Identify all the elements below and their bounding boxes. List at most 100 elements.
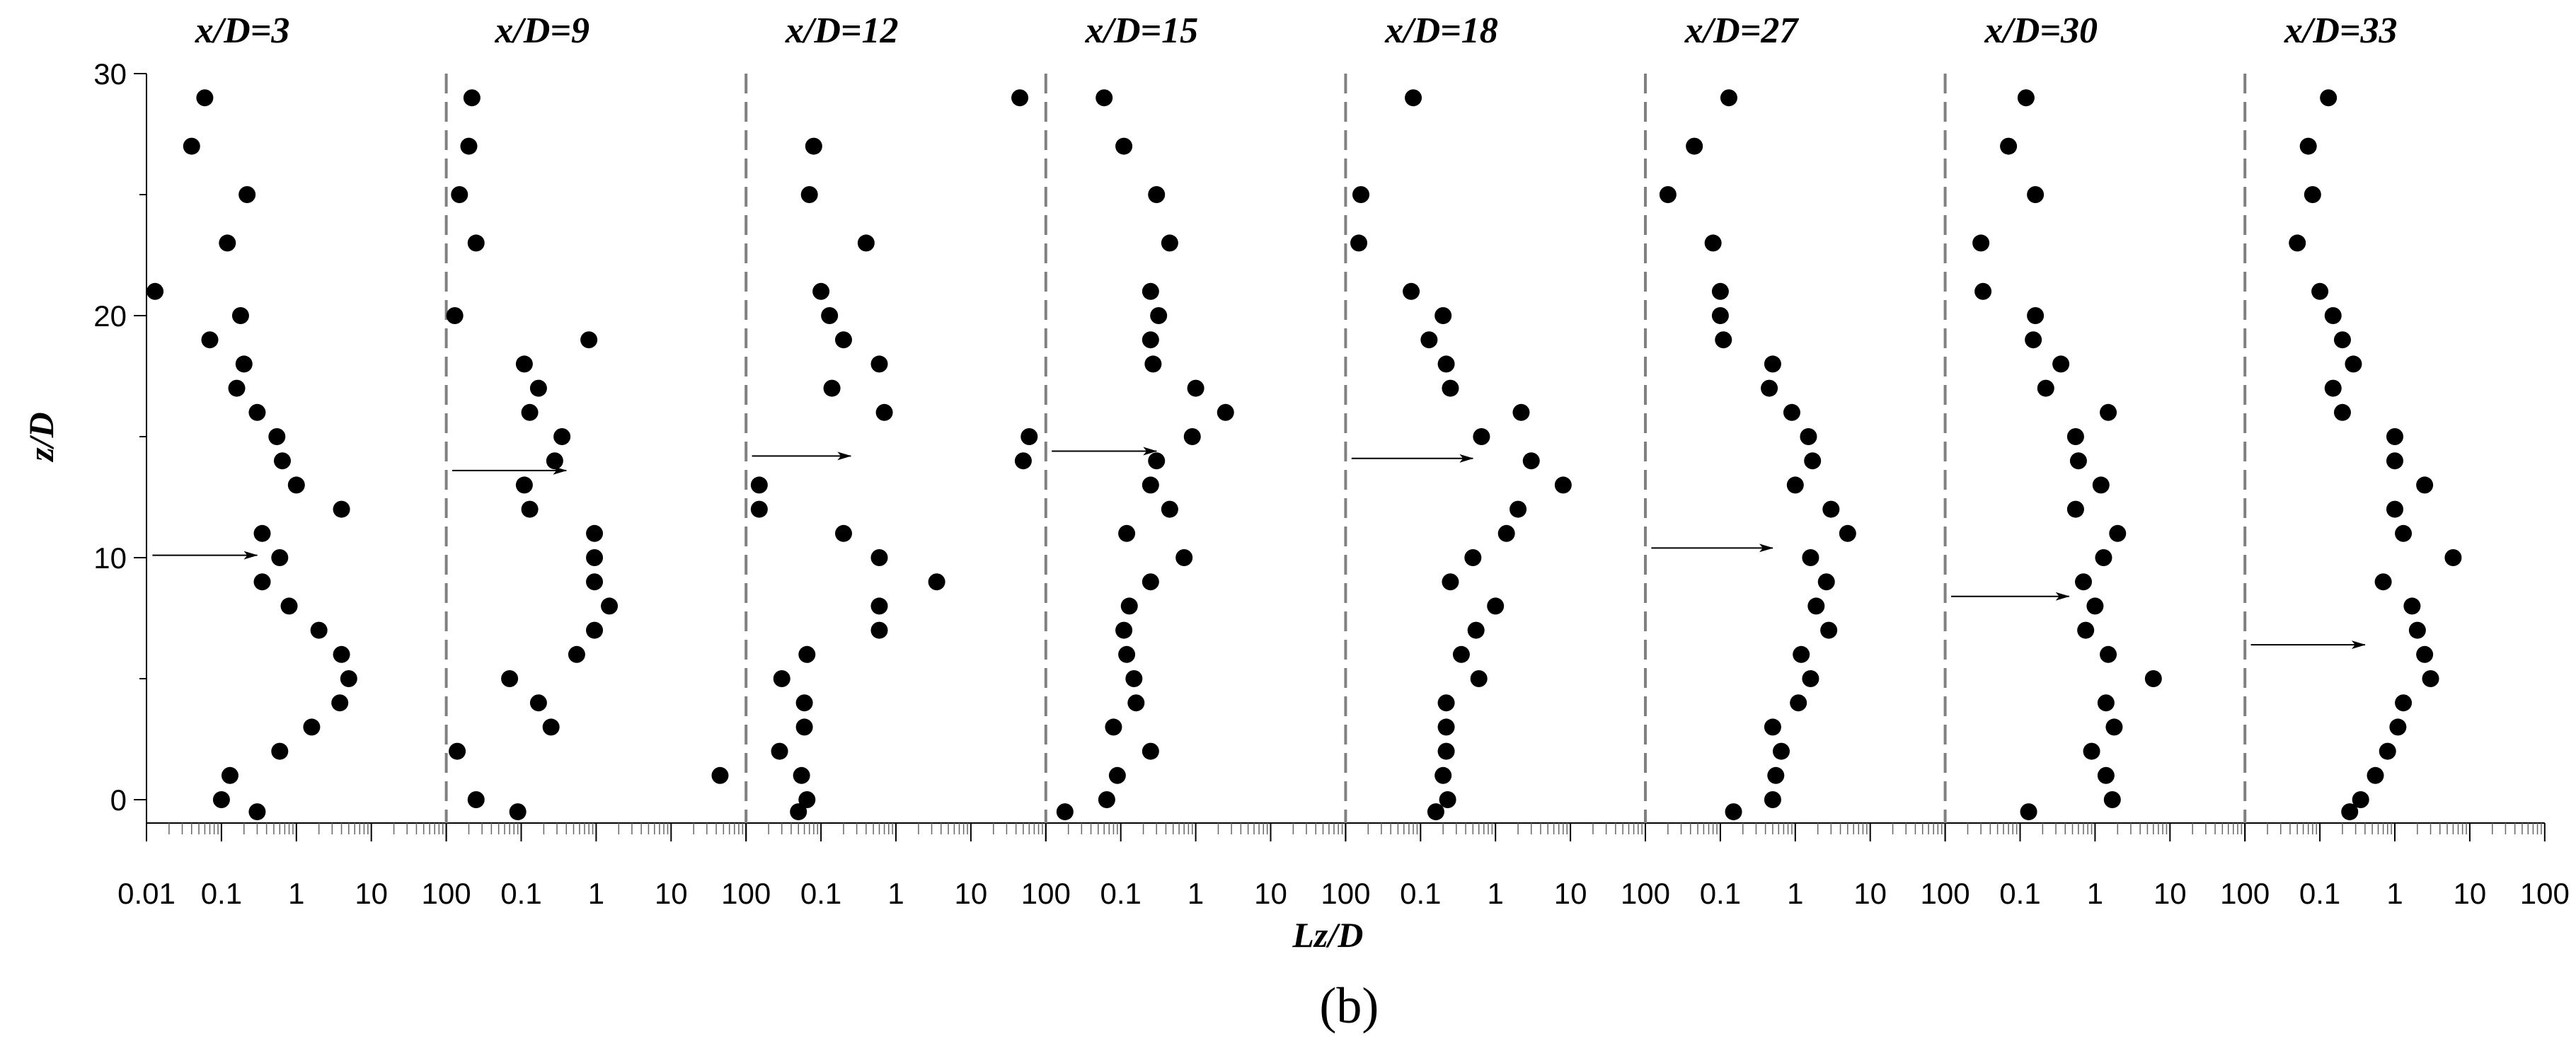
data-point [1715,331,1732,349]
x-tick-label: 0.1 [1400,877,1441,910]
data-point [1056,803,1074,821]
x-tick-label: 10 [2454,877,2487,910]
data-point [1011,89,1029,107]
data-point [1442,573,1459,591]
data-point [1439,791,1456,808]
x-tick-label: 10 [1254,877,1287,910]
data-point [2416,645,2434,663]
y-tick-label: 20 [93,299,127,333]
data-point [798,645,816,663]
data-point [1704,234,1722,252]
data-point [2367,766,2384,784]
data-point [1974,282,1992,300]
data-point [857,234,875,252]
data-point [1802,549,1819,566]
data-point [2299,137,2317,155]
x-tick-label: 10 [1554,877,1587,910]
data-point [1108,766,1126,784]
x-tick-label: 0.1 [500,877,541,910]
data-point [219,234,236,252]
data-point [800,186,818,203]
data-point [2074,573,2092,591]
data-point [1725,803,1742,821]
data-point [928,573,945,591]
x-tick-label: 1 [1787,877,1803,910]
x-tick-label: 0.1 [2299,877,2340,910]
data-point [238,186,256,203]
data-point [1822,500,1840,518]
data-point [1142,331,1159,349]
x-tick-label: 1 [588,877,604,910]
data-point [1786,476,1804,494]
data-point [1554,476,1572,494]
data-point [1452,645,1470,663]
data-point [2345,355,2362,373]
data-point [460,137,478,155]
data-point [2389,718,2407,736]
data-point [834,331,852,349]
data-point [2341,803,2359,821]
data-point [515,355,533,373]
data-point [1800,428,1817,445]
data-point [586,573,604,591]
x-tick-label: 1 [288,877,304,910]
data-point [2052,355,2070,373]
data-point [340,670,357,687]
data-point [2025,331,2042,349]
data-point [1014,452,1032,470]
data-point [1767,766,1785,784]
data-point [1434,307,1452,324]
data-point [1161,500,1178,518]
data-point [1783,403,1800,421]
data-point [1183,428,1201,445]
x-tick-label: 1 [1488,877,1504,910]
data-point [271,549,289,566]
data-point [2103,791,2121,808]
data-point [212,791,230,808]
data-point [586,621,604,639]
data-point [1487,597,1505,615]
x-axis-title: Lz/D [1292,915,1363,955]
data-point [798,791,816,808]
data-point [2320,89,2338,107]
x-tick-label: 0.1 [1999,877,2040,910]
data-point [1761,379,1778,397]
data-point [1437,355,1455,373]
data-point [146,282,164,300]
data-point [248,803,266,821]
x-tick-label: 100 [1921,877,1970,910]
x-tick-label: 1 [887,877,904,910]
x-tick-label: 1 [1188,877,1204,910]
data-point [1120,597,1138,615]
data-point [228,379,246,397]
data-point [1686,137,1703,155]
data-point [1839,524,1856,542]
data-point [2324,379,2342,397]
data-point [2144,670,2162,687]
data-point [1442,379,1459,397]
x-tick-label: 100 [721,877,771,910]
data-point [2109,524,2127,542]
data-point [268,428,286,445]
panel-title: x/D=3 [195,11,290,51]
data-point [2017,89,2035,107]
data-point [2408,621,2426,639]
data-point [521,500,539,518]
data-point [1118,645,1136,663]
panel-title: x/D=33 [2284,11,2398,51]
data-point [870,549,888,566]
data-point [1467,621,1485,639]
data-point [310,621,328,639]
data-point [2311,282,2329,300]
data-point [805,137,822,155]
data-point [553,428,571,445]
x-tick-label: 100 [2520,877,2570,910]
data-point [1711,307,1729,324]
panel-title: x/D=15 [1085,11,1199,51]
data-point [711,766,729,784]
x-tick-label: 1 [2386,877,2403,910]
data-point [2289,234,2306,252]
data-point [1804,452,1822,470]
data-point [790,803,807,821]
x-tick-label: 100 [1021,877,1071,910]
